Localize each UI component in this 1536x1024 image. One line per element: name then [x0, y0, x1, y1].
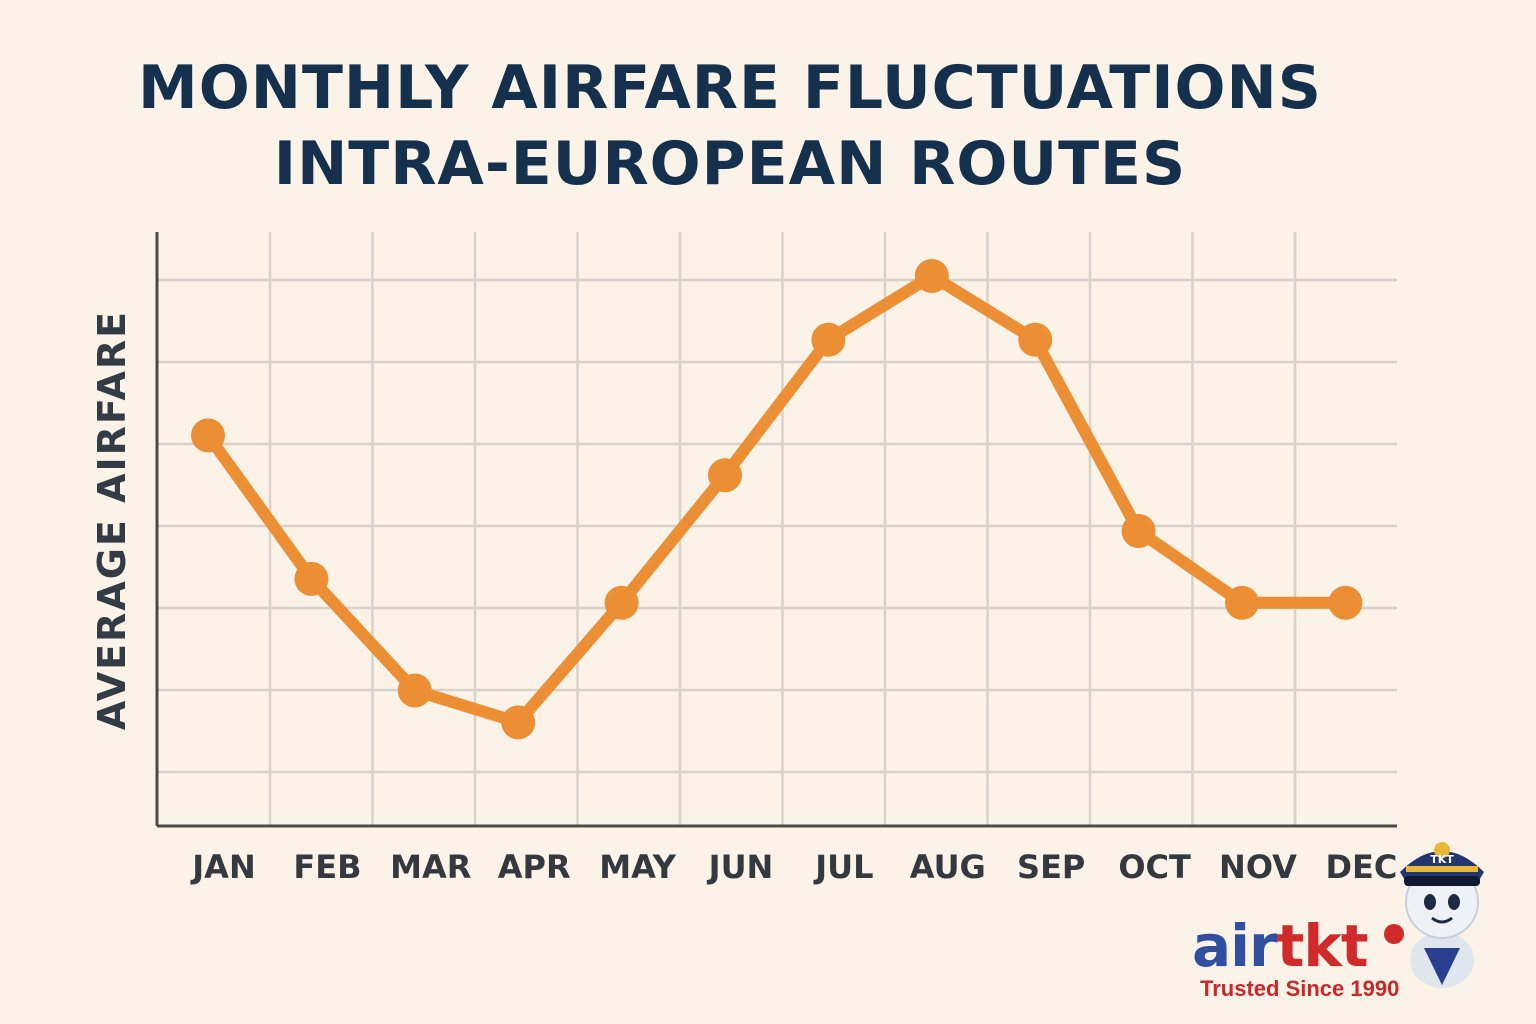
x-tick-label-mar: MAR — [390, 848, 471, 886]
x-tick-label-apr: APR — [498, 848, 571, 886]
pilot-mascot-icon: TKT — [1384, 842, 1484, 988]
brand-air: air — [1192, 912, 1278, 980]
data-point-oct — [1121, 514, 1156, 549]
x-tick-label-feb: FEB — [293, 848, 361, 886]
x-tick-label-oct: OCT — [1118, 848, 1191, 886]
x-tick-label-nov: NOV — [1219, 848, 1297, 886]
x-tick-label-jul: JUL — [813, 848, 873, 886]
x-tick-label-may: MAY — [599, 848, 677, 886]
cap-badge-text: TKT — [1430, 853, 1454, 866]
airtkt-logo: TKT airtkt Trusted Since 1990 — [1192, 810, 1512, 1010]
data-point-mar — [397, 673, 432, 708]
data-point-sep — [1018, 322, 1053, 357]
title-line-1: MONTHLY AIRFARE FLUCTUATIONS — [138, 53, 1322, 123]
axes — [155, 232, 1397, 828]
brand-tagline: Trusted Since 1990 — [1200, 976, 1400, 1001]
x-tick-labels: JAN FEB MAR APR MAY JUN JUL AUG SEP OCT NOV DEC — [190, 848, 1397, 886]
x-tick-label-jan: JAN — [190, 848, 255, 886]
data-point-apr — [501, 705, 536, 740]
x-tick-label-sep: SEP — [1017, 848, 1085, 886]
title-line-2: INTRA-EUROPEAN ROUTES — [273, 129, 1187, 199]
x-tick-label-aug: AUG — [910, 848, 986, 886]
chart-title: MONTHLY AIRFARE FLUCTUATIONS INTRA-EUROP… — [0, 50, 1460, 202]
data-point-may — [604, 585, 639, 620]
data-point-jul — [811, 322, 846, 357]
data-point-jan — [191, 418, 225, 453]
gridlines — [157, 232, 1397, 826]
brand-wordmark: airtkt — [1192, 912, 1369, 980]
data-point-jun — [708, 458, 742, 493]
data-point-nov — [1225, 585, 1259, 620]
data-point-feb — [294, 561, 329, 596]
data-point-dec — [1328, 585, 1363, 620]
series-line — [202, 269, 1352, 729]
series-airfare — [191, 258, 1363, 740]
brand-tkt: tkt — [1276, 912, 1369, 980]
x-tick-label-dec: DEC — [1325, 848, 1397, 886]
x-tick-label-jun: JUN — [707, 848, 774, 886]
data-point-aug — [914, 258, 949, 293]
